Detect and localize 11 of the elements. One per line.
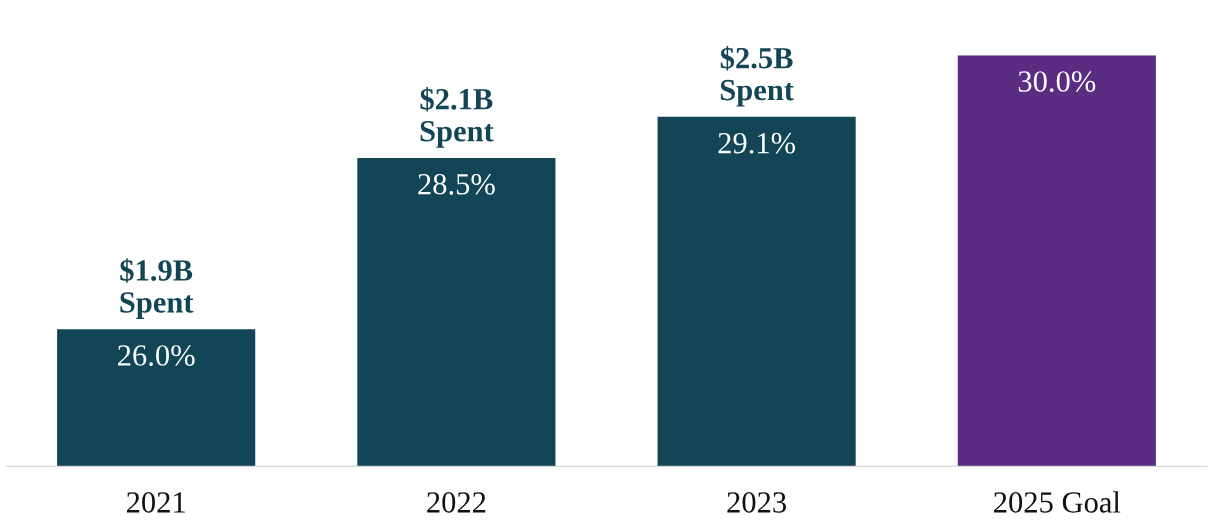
x-tick-label: 2025 Goal — [994, 491, 1121, 513]
annotation: $2.1B Spent — [420, 87, 494, 148]
data-label: 28.5% — [418, 173, 495, 195]
annotation: $2.5B Spent — [720, 46, 794, 107]
annotation: $1.9B Spent — [120, 258, 194, 319]
x-tick-label: 2021 — [126, 492, 185, 513]
data-label: 30.0% — [1018, 71, 1096, 92]
data-label: 29.1% — [718, 132, 796, 154]
x-tick-label: 2023 — [727, 492, 786, 513]
x-tick-label: 2022 — [427, 492, 486, 513]
data-label: 26.0% — [118, 345, 195, 366]
